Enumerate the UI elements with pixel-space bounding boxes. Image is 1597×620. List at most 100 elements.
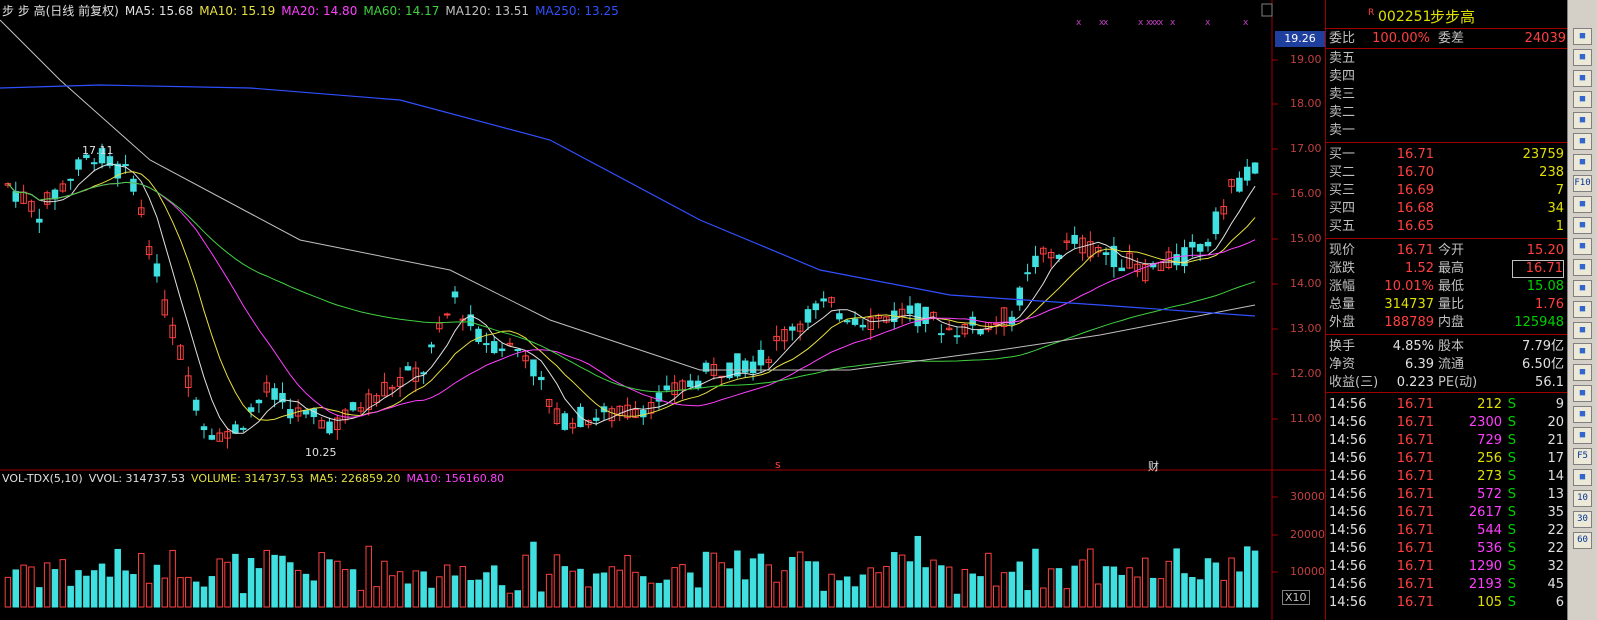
- vol-legend-item: MA10: 156160.80: [406, 472, 505, 485]
- ask-row: 卖一: [1326, 122, 1568, 140]
- toolbar-button[interactable]: ■: [1573, 385, 1592, 402]
- volume-bar: [1134, 576, 1141, 608]
- candle-body: [514, 349, 522, 352]
- volume-bar: [467, 580, 474, 608]
- volume-bar: [726, 568, 733, 608]
- toolbar-button[interactable]: F10: [1573, 175, 1592, 192]
- toolbar-button[interactable]: ■: [1573, 427, 1592, 444]
- volume-bar: [232, 553, 239, 608]
- tick-price: 16.71: [1396, 397, 1434, 412]
- price-tick-label: 15.00: [1290, 232, 1322, 245]
- bid-label: 买五: [1329, 219, 1356, 234]
- volume-bar: [279, 555, 286, 608]
- candle-body: [1016, 287, 1024, 306]
- quote-row: 总量 314737 量比 1.76: [1326, 296, 1568, 314]
- tick-price: 16.71: [1396, 505, 1434, 520]
- volume-bar: [428, 587, 435, 608]
- ma-legend-item: MA5: 15.68: [124, 4, 194, 18]
- candle-body: [820, 298, 827, 302]
- volume-bar: [1008, 571, 1016, 608]
- toolbar-button[interactable]: 10: [1573, 490, 1592, 507]
- candle-body: [655, 392, 663, 402]
- bid-price: 16.71: [1396, 147, 1434, 162]
- volume-bar: [4, 576, 12, 608]
- volume-bar: [145, 582, 153, 608]
- volume-bar: [389, 575, 396, 608]
- toolbar-button[interactable]: ■: [1573, 343, 1592, 360]
- bid-volume: 34: [1547, 201, 1564, 216]
- candle-body: [1047, 252, 1055, 259]
- candle-body: [114, 163, 121, 179]
- toolbar-button[interactable]: ■: [1573, 469, 1592, 486]
- quote-row: 涨幅 10.01% 最低 15.08: [1326, 278, 1568, 296]
- tick-price: 16.71: [1396, 415, 1434, 430]
- toolbar-button[interactable]: 60: [1573, 532, 1592, 549]
- candle-body: [632, 409, 639, 418]
- volume-bar: [859, 574, 867, 608]
- toolbar-button[interactable]: ■: [1573, 70, 1592, 87]
- quote-label: 涨幅: [1329, 279, 1356, 294]
- volume-bar: [828, 573, 835, 608]
- tick-row: 14:56 16.71 544 S 22: [1326, 522, 1568, 540]
- candle-body: [1212, 211, 1220, 235]
- toolbar-button[interactable]: ■: [1573, 133, 1592, 150]
- volume-bar: [930, 559, 937, 608]
- candle-body: [687, 380, 694, 387]
- toolbar-button[interactable]: ■: [1573, 91, 1592, 108]
- toolbar-button[interactable]: ■: [1573, 196, 1592, 213]
- toolbar-button[interactable]: ■: [1573, 406, 1592, 423]
- ask-label: 卖一: [1329, 123, 1356, 138]
- volume-bar: [130, 574, 137, 608]
- tick-price: 16.71: [1396, 541, 1434, 556]
- toolbar-button[interactable]: ■: [1573, 280, 1592, 297]
- toolbar-button[interactable]: ■: [1573, 238, 1592, 255]
- candle-body: [200, 426, 208, 431]
- ask-label: 卖二: [1329, 105, 1356, 120]
- volume-bar: [1040, 587, 1047, 608]
- volume-tick-label: 10000: [1290, 565, 1325, 578]
- volume-bar: [294, 569, 302, 608]
- vol-legend-item: VOL-TDX(5,10): [2, 472, 83, 485]
- tick-time: 14:56: [1329, 505, 1367, 520]
- tick-row: 14:56 16.71 273 S 14: [1326, 468, 1568, 486]
- volume-bar: [977, 576, 984, 608]
- volume-bar: [663, 579, 671, 608]
- toolbar-button[interactable]: ■: [1573, 301, 1592, 318]
- toolbar-button[interactable]: ■: [1573, 322, 1592, 339]
- volume-bar: [302, 573, 310, 608]
- volume-bar: [945, 566, 953, 608]
- candle-body: [153, 263, 161, 277]
- volume-bar: [59, 559, 67, 608]
- candle-body: [334, 417, 341, 431]
- volume-bar: [624, 554, 631, 608]
- toolbar-button[interactable]: ■: [1573, 28, 1592, 45]
- volume-bar: [1055, 568, 1063, 608]
- toolbar-button[interactable]: ■: [1573, 154, 1592, 171]
- price-tick-label: 19.00: [1290, 53, 1322, 66]
- volume-bar: [12, 569, 20, 608]
- tick-volume: 729: [1477, 433, 1502, 448]
- toolbar-button[interactable]: ■: [1573, 259, 1592, 276]
- toolbar-button[interactable]: 30: [1573, 511, 1592, 528]
- toolbar-button[interactable]: ■: [1573, 217, 1592, 234]
- toolbar-button[interactable]: F5: [1573, 448, 1592, 465]
- candle-body: [192, 399, 200, 411]
- toolbar-button[interactable]: ■: [1573, 364, 1592, 381]
- ma-line: [7, 171, 1256, 421]
- price-tick-label: 12.00: [1290, 367, 1322, 380]
- volume-legend: VOL-TDX(5,10) VVOL: 314737.53 VOLUME: 3147…: [2, 472, 510, 485]
- volume-bar: [216, 558, 223, 608]
- bid-label: 买三: [1329, 183, 1356, 198]
- tick-time: 14:56: [1329, 469, 1367, 484]
- volume-bar: [326, 559, 333, 608]
- toolbar-button[interactable]: ■: [1573, 112, 1592, 129]
- candle-body: [1134, 263, 1141, 273]
- candle-body: [1220, 206, 1227, 215]
- quote-row: 外盘 188789 内盘 125948: [1326, 314, 1568, 332]
- volume-bar: [640, 576, 647, 608]
- bid-volume: 23759: [1522, 147, 1564, 162]
- toolbar-button[interactable]: ■: [1573, 49, 1592, 66]
- tick-price: 16.71: [1396, 433, 1434, 448]
